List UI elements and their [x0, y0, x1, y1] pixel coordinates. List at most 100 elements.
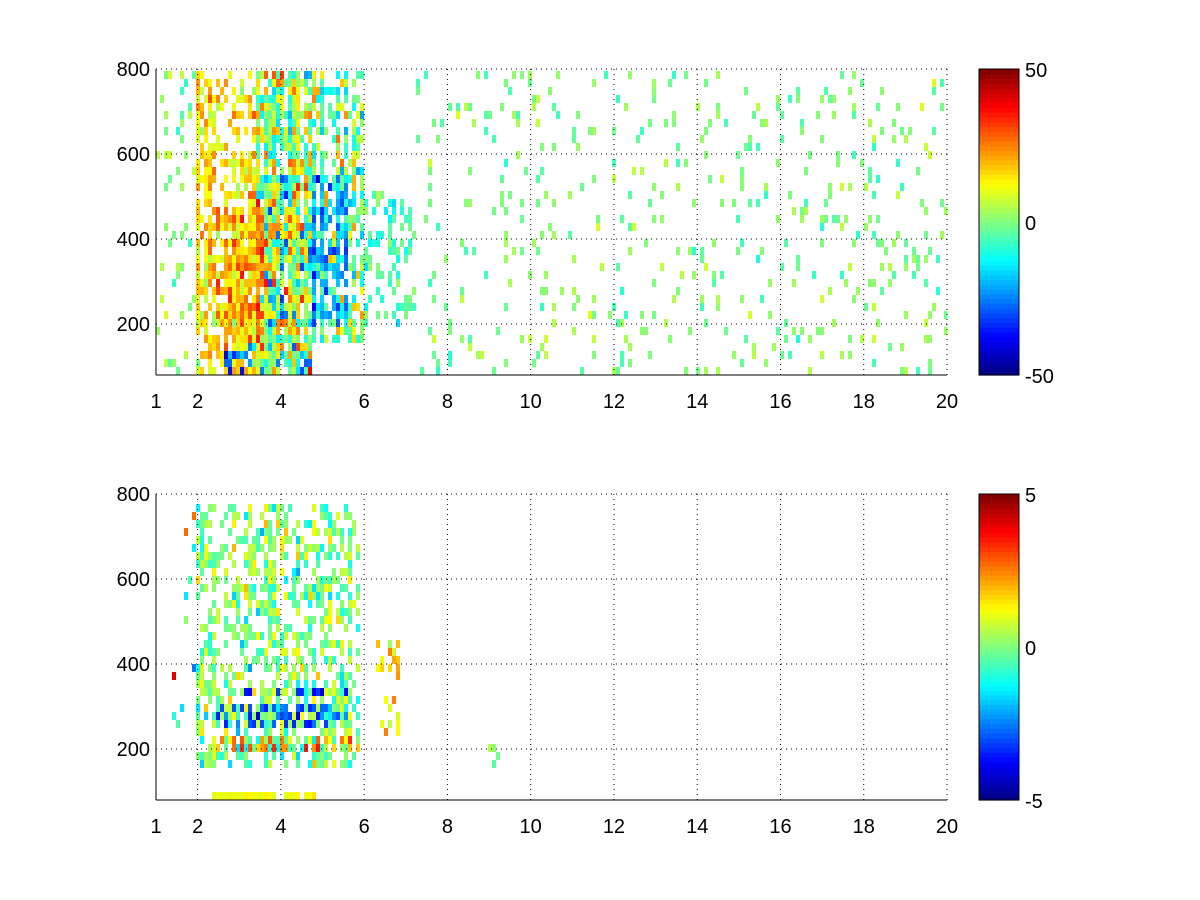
heatmap-cell [264, 351, 268, 359]
heatmap-cell [820, 351, 824, 359]
heatmap-cell [284, 143, 288, 151]
heatmap-cell [272, 592, 276, 600]
heatmap-cell [336, 576, 340, 584]
heatmap-cell [320, 111, 324, 119]
heatmap-cell [212, 143, 216, 151]
heatmap-cell [184, 616, 188, 624]
heatmap-cell [408, 247, 412, 255]
heatmap-cell [264, 295, 268, 303]
heatmap-cell [288, 247, 292, 255]
heatmap-cell [344, 688, 348, 696]
heatmap-cell [296, 640, 300, 648]
heatmap-cell [340, 736, 344, 744]
heatmap-cell [576, 143, 580, 151]
heatmap-cell [260, 71, 264, 79]
heatmap-cell [900, 183, 904, 191]
heatmap-cell [264, 231, 268, 239]
heatmap-cell [308, 520, 312, 528]
heatmap-cell [272, 95, 276, 103]
heatmap-cell [352, 279, 356, 287]
heatmap-cell [308, 319, 312, 327]
heatmap-cell [220, 255, 224, 263]
heatmap-cell [208, 95, 212, 103]
heatmap-cell [204, 199, 208, 207]
heatmap-cell [492, 760, 496, 768]
heatmap-cell [196, 103, 200, 111]
heatmap-cell [448, 327, 452, 335]
heatmap-cell [268, 199, 272, 207]
heatmap-cell [344, 295, 348, 303]
heatmap-cell [268, 255, 272, 263]
heatmap-cell [244, 616, 248, 624]
heatmap-cell [204, 159, 208, 167]
heatmap-cell [840, 271, 844, 279]
heatmap-cell [288, 736, 292, 744]
heatmap-cell [208, 560, 212, 568]
heatmap-cell [224, 335, 228, 343]
heatmap-cell [180, 87, 184, 95]
heatmap-cell [240, 359, 244, 367]
heatmap-cell [240, 207, 244, 215]
heatmap-cell [212, 287, 216, 295]
heatmap-cell [272, 504, 276, 512]
heatmap-cell [232, 295, 236, 303]
colorbar-step [979, 346, 1019, 352]
heatmap-cell [236, 231, 240, 239]
heatmap-cell [260, 648, 264, 656]
heatmap-cell [264, 584, 268, 592]
heatmap-cell [216, 351, 220, 359]
heatmap-cell [344, 728, 348, 736]
heatmap-cell [732, 351, 736, 359]
heatmap-cell [188, 239, 192, 247]
heatmap-cell [396, 247, 400, 255]
heatmap-cell [320, 600, 324, 608]
heatmap-cell [244, 792, 248, 800]
heatmap-cell [344, 135, 348, 143]
heatmap-cell [220, 271, 224, 279]
heatmap-cell [244, 335, 248, 343]
heatmap-cell [228, 528, 232, 536]
heatmap-cell [256, 271, 260, 279]
heatmap-cell [616, 263, 620, 271]
colorbar-step [979, 164, 1019, 171]
heatmap-cell [240, 640, 244, 648]
heatmap-cell [388, 239, 392, 247]
heatmap-cell [320, 728, 324, 736]
heatmap-cell [224, 736, 228, 744]
heatmap-cell [468, 335, 472, 343]
colorbar-step [979, 360, 1019, 367]
heatmap-cell [284, 792, 288, 800]
heatmap-cell [848, 87, 852, 95]
heatmap-cell [364, 247, 368, 255]
heatmap-cell [276, 319, 280, 327]
heatmap-cell [236, 271, 240, 279]
heatmap-cell [260, 231, 264, 239]
heatmap-cell [880, 127, 884, 135]
heatmap-cell [324, 688, 328, 696]
colorbar-step [979, 212, 1019, 218]
heatmap-cell [236, 608, 240, 616]
heatmap-cell [320, 504, 324, 512]
heatmap-cell [792, 207, 796, 215]
heatmap-cell [320, 199, 324, 207]
heatmap-cell [324, 576, 328, 584]
heatmap-cell [312, 504, 316, 512]
heatmap-cell [648, 351, 652, 359]
heatmap-cell [244, 512, 248, 520]
heatmap-cell [308, 616, 312, 624]
heatmap-cell [888, 279, 892, 287]
heatmap-cell [380, 295, 384, 303]
heatmap-cell [276, 295, 280, 303]
heatmap-cell [372, 239, 376, 247]
heatmap-cell [540, 167, 544, 175]
heatmap-cell [308, 175, 312, 183]
heatmap-cell [204, 327, 208, 335]
heatmap-cell [240, 536, 244, 544]
colorbar-step [979, 685, 1019, 691]
heatmap-cell [284, 287, 288, 295]
heatmap-cell [356, 728, 360, 736]
colorbar-step [979, 159, 1019, 166]
heatmap-cell [228, 624, 232, 632]
heatmap-cell [288, 95, 292, 103]
heatmap-cell [216, 552, 220, 560]
